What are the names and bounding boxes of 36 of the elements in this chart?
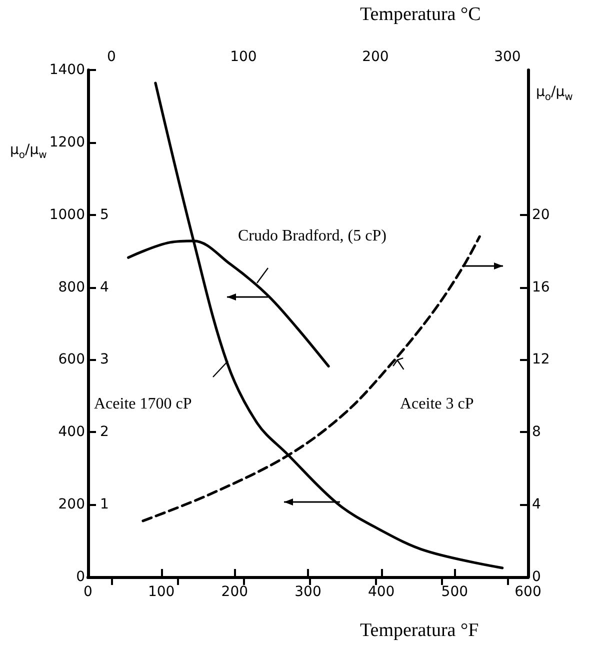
- y3-tick-label: 16: [532, 279, 550, 296]
- text: Aceite 1700 cP: [94, 396, 192, 412]
- x-tick-label: 100: [148, 584, 175, 600]
- x2-axis-title: Temperatura °C: [360, 4, 481, 26]
- y-tick-label: 800: [58, 279, 85, 296]
- y-axis-title: μ$_{o}$/μ$_{w}$: [10, 142, 47, 161]
- x-tick-label: 600: [514, 584, 542, 600]
- y-tick-label: 200: [58, 496, 85, 513]
- x2-tick-label: 300: [494, 49, 521, 65]
- y-tick-label: 400: [58, 424, 85, 440]
- x-tick-label: 300: [294, 584, 322, 600]
- y3-tick-label: 12: [532, 352, 550, 368]
- y-tick-label: 600: [58, 352, 85, 368]
- y2-tick-label: 2: [100, 424, 109, 440]
- x-tick-label: 200: [221, 584, 248, 600]
- y3-tick-label: 20: [532, 206, 550, 223]
- x-tick-label: 500: [441, 584, 468, 600]
- y3-axis-title: μ$_{o}$/μ$_{w}$: [536, 84, 573, 103]
- y-tick-label: 0: [76, 569, 85, 585]
- x2-tick-label: 0: [107, 49, 116, 65]
- y3-tick-label: 8: [532, 424, 541, 440]
- y-tick-label: 1400: [49, 62, 85, 78]
- x-axis-title: Temperatura °F: [360, 620, 479, 642]
- y2-tick-label: 1: [100, 496, 109, 513]
- y3-tick-label: 4: [532, 496, 541, 513]
- x-tick-label: 400: [368, 584, 395, 600]
- y2-tick-label: 3: [100, 352, 109, 368]
- x2-tick-label: 200: [362, 49, 389, 65]
- series-label: Crudo Bradford, (5 cP): [238, 228, 386, 244]
- y-tick-label: 1200: [49, 134, 85, 150]
- series-label: Aceite 3 cP: [400, 396, 474, 412]
- x2-tick-label: 100: [230, 49, 257, 65]
- y2-tick-label: 4: [100, 279, 109, 296]
- y2-tick-label: 5: [100, 206, 109, 223]
- y-tick-label: 1000: [49, 206, 85, 223]
- y3-tick-label: 0: [532, 569, 541, 585]
